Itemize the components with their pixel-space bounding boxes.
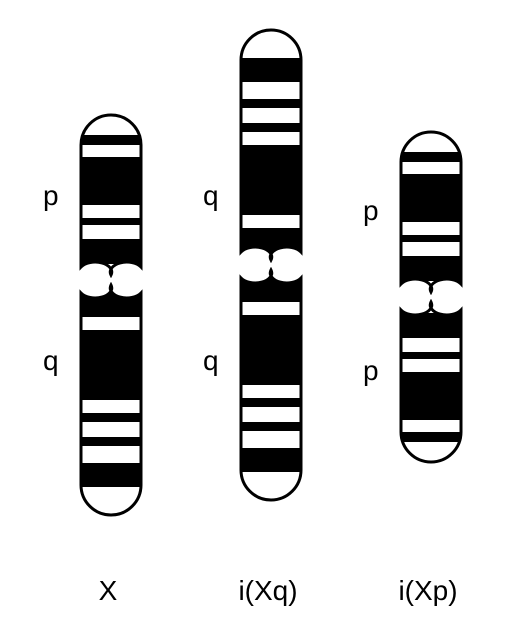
chromosome-arm-top [238,27,304,263]
arm-label-bottom: q [43,345,59,377]
chromosome-arm-bottom [238,267,304,503]
arm-label-top: p [363,195,379,227]
chromosome-arm-bottom [398,299,464,465]
arm-label-bottom: q [203,345,219,377]
arm-label-top: q [203,180,219,212]
chromosome-arm-top [78,112,144,278]
chromosome-X: pqX [78,0,144,560]
chromosome-arm-top [398,129,464,295]
chromosome-caption: i(Xq) [216,575,320,607]
chromosome-arm-bottom [78,282,144,518]
arm-label-top: p [43,180,59,212]
chromosome-iXq: qqi(Xq) [238,0,304,560]
chromosome-caption: X [56,575,160,607]
chromosome-iXp: ppi(Xp) [398,0,464,560]
arm-label-bottom: p [363,355,379,387]
chromosome-caption: i(Xp) [376,575,480,607]
